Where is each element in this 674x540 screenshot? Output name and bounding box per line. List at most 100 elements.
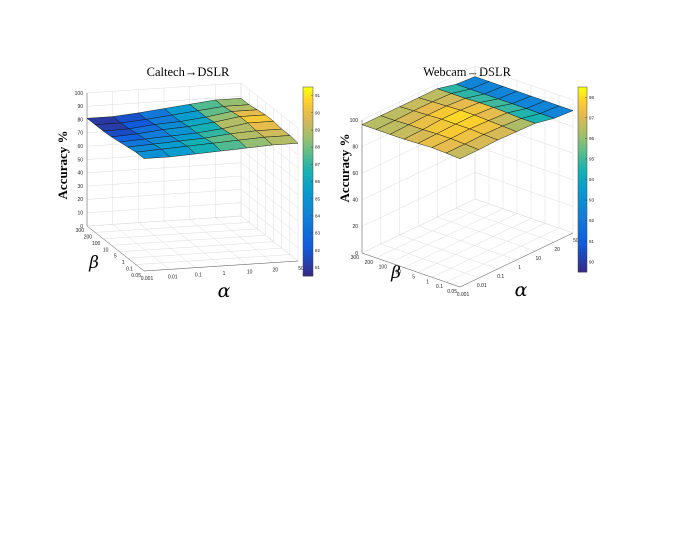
colorbar-segment xyxy=(303,234,313,239)
colorbar-segment xyxy=(578,222,587,227)
colorbar-segment xyxy=(303,140,313,144)
colorbar-tick-label: 97 xyxy=(589,115,595,120)
colorbar-segment xyxy=(578,269,587,273)
z-tick-label: 80 xyxy=(77,117,83,123)
colorbar-segment xyxy=(303,169,313,174)
colorbar-segment xyxy=(578,182,587,186)
colorbar-segment xyxy=(303,258,313,262)
colorbar-segment xyxy=(303,134,313,138)
webcam-dslr-panel: Webcam→DSLR Accuracy % α β 020406080100 … xyxy=(337,65,595,301)
colorbar-tick-label: 89 xyxy=(315,128,321,133)
colorbar-tick-label: 91 xyxy=(315,93,321,98)
colorbar-segment xyxy=(303,172,313,176)
colorbar-segment xyxy=(578,240,587,244)
colorbar-segment xyxy=(303,87,313,91)
colorbar-segment xyxy=(578,188,587,192)
z-tick-label: 90 xyxy=(77,104,83,110)
colorbar-segment xyxy=(303,154,313,159)
colorbar-segment xyxy=(303,89,313,94)
colorbar-segment xyxy=(578,173,587,178)
colorbar-segment xyxy=(303,261,313,265)
colorbar-segment xyxy=(578,150,587,154)
caltech-dslr-panel: Caltech→DSLR Accuracy % α β 0 10 20 30 40 50 6… xyxy=(55,65,321,302)
colorbar-segment xyxy=(303,255,313,259)
colorbar-segment xyxy=(578,191,587,195)
y-tick-label: 100 xyxy=(92,241,101,247)
z-tick-label: 50 xyxy=(77,157,83,163)
colorbar-segment xyxy=(578,211,587,215)
y-tick-label: 0.05 xyxy=(131,273,141,279)
x-tick-label: 50 xyxy=(298,266,304,272)
colorbar-segment xyxy=(303,267,313,271)
colorbar-segment xyxy=(303,184,313,188)
colorbar-tick-label: 84 xyxy=(315,214,321,219)
colorbar-segment xyxy=(303,131,313,135)
colorbar-segment xyxy=(303,101,313,106)
colorbar-segment xyxy=(303,110,313,114)
z-tick-label: 30 xyxy=(77,184,83,190)
colorbar-segment xyxy=(578,167,587,172)
colorbar-segment xyxy=(578,254,587,258)
y-tick-label: 10 xyxy=(395,270,401,276)
colorbar-segment xyxy=(303,190,313,194)
colorbar-segment xyxy=(578,231,587,235)
colorbar-segment xyxy=(578,165,587,169)
y-tick-label: 300 xyxy=(351,255,360,261)
colorbar-segment xyxy=(578,170,587,175)
y-tick-label: 200 xyxy=(84,234,93,240)
colorbar-segment xyxy=(303,252,313,256)
colorbar-segment xyxy=(303,181,313,185)
y-tick-label: 0.05 xyxy=(447,289,457,295)
x-axis-label: α xyxy=(218,280,231,302)
z-axis-label: Accuracy % xyxy=(337,134,352,203)
z-tick-label: 0 xyxy=(80,224,83,230)
colorbar-segment xyxy=(578,130,587,134)
colorbar-tick-label: 90 xyxy=(315,110,321,115)
colorbar-tick-label: 87 xyxy=(315,162,321,167)
z-tick-label: 40 xyxy=(352,198,358,204)
colorbar-tick-label: 88 xyxy=(315,145,321,150)
colorbar-segment xyxy=(303,107,313,112)
x-tick-label: 0.001 xyxy=(141,276,154,282)
z-tick-label: 40 xyxy=(77,171,83,177)
colorbar-segment xyxy=(303,92,313,97)
colorbar-segment xyxy=(303,228,313,233)
x-tick-label: 0.1 xyxy=(497,274,504,280)
x-axis-label: α xyxy=(515,279,528,301)
y-tick-label: 100 xyxy=(379,265,388,271)
colorbar-segment xyxy=(303,95,313,100)
colorbar-segment xyxy=(578,176,587,180)
colorbar-tick-label: 95 xyxy=(589,157,595,162)
z-tick-label: 20 xyxy=(77,197,83,203)
colorbar-segment xyxy=(578,115,587,120)
colorbar-segment xyxy=(578,147,587,151)
y-tick-label: 0.1 xyxy=(436,284,443,290)
colorbar-segment xyxy=(578,162,587,166)
colorbar-segment xyxy=(578,153,587,157)
y-tick-label: 1 xyxy=(122,260,125,266)
colorbar-segment xyxy=(303,104,313,109)
colorbar-segment xyxy=(578,199,587,204)
colorbar-segment xyxy=(303,216,313,221)
colorbar-segment xyxy=(303,225,313,230)
colorbar-tick-label: 83 xyxy=(315,231,321,236)
y-tick-label: 5 xyxy=(412,274,415,280)
x-tick-label: 10 xyxy=(247,269,253,275)
colorbar-segment xyxy=(578,98,587,102)
y-tick-label: 10 xyxy=(103,247,109,253)
x-tick-label: 0.01 xyxy=(477,283,487,289)
colorbar-segment xyxy=(578,263,587,267)
surface-patch xyxy=(135,148,171,159)
colorbar-segment xyxy=(578,127,587,131)
colorbar-segment xyxy=(303,137,313,141)
colorbar-segment xyxy=(303,193,313,197)
y-tick-label: 5 xyxy=(114,254,117,260)
colorbar-segment xyxy=(578,225,587,230)
colorbar-segment xyxy=(578,208,587,212)
x-tick-label: 0.001 xyxy=(457,292,470,298)
z-axis-label: Accuracy % xyxy=(55,131,70,200)
colorbar-segment xyxy=(303,98,313,103)
x-tick-labels: 0.001 0.01 0.1 1 10 20 50 xyxy=(141,266,304,282)
colorbar-segment xyxy=(578,121,587,125)
